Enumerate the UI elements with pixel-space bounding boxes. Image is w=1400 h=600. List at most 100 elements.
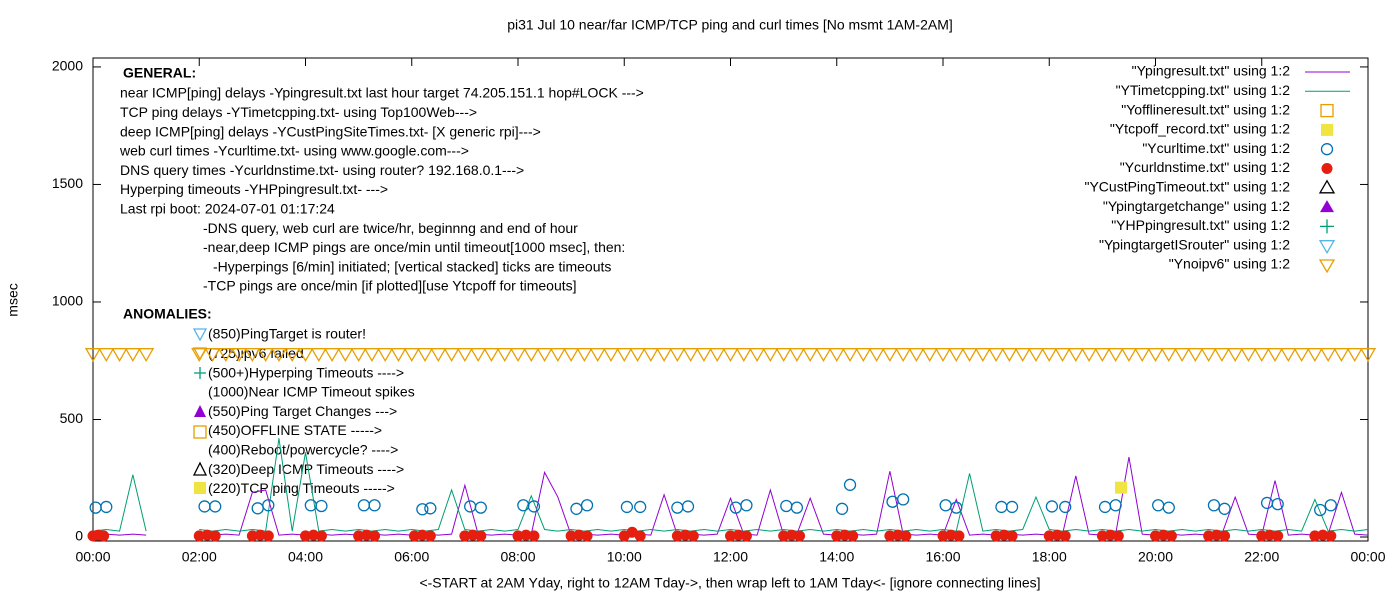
point [740, 499, 753, 512]
point [193, 530, 205, 542]
point [580, 499, 594, 512]
point [1005, 500, 1019, 514]
point [1264, 529, 1276, 541]
point [709, 348, 726, 362]
point [790, 501, 804, 514]
x-tick-label: 14:00 [819, 549, 854, 565]
series-line [92, 474, 147, 532]
point [323, 348, 341, 362]
point [815, 348, 832, 362]
point [191, 348, 208, 362]
point [1320, 348, 1337, 362]
point [1041, 348, 1058, 362]
point [1162, 501, 1175, 514]
point [368, 499, 381, 512]
point [424, 502, 437, 515]
point [424, 530, 436, 542]
point [1027, 348, 1045, 362]
point [1271, 497, 1284, 511]
point [204, 348, 221, 362]
point [430, 348, 447, 362]
point [100, 500, 113, 514]
point [921, 348, 938, 362]
point [1114, 481, 1127, 494]
point [520, 529, 532, 541]
point [843, 478, 857, 491]
point [1160, 348, 1177, 362]
point [549, 348, 566, 362]
point [270, 348, 288, 362]
y-tick-label: 0 [75, 528, 83, 544]
point [868, 348, 885, 362]
point [1080, 348, 1098, 362]
point [892, 529, 904, 541]
point [1213, 348, 1231, 362]
x-tick-label: 22:00 [1244, 549, 1279, 565]
point [1359, 348, 1377, 362]
legend-label: "Ynoipv6" using 1:2 [1169, 256, 1290, 272]
point [1203, 530, 1215, 542]
annotation: -TCP pings are once/min [if plotted][use… [203, 278, 577, 294]
legend-swatch [1318, 179, 1336, 194]
point [262, 499, 275, 512]
point [1120, 348, 1138, 362]
annotation: (1000)Near ICMP Timeout spikes [208, 384, 415, 400]
point [124, 348, 141, 362]
point [337, 348, 354, 362]
point [1253, 348, 1270, 362]
point [369, 530, 381, 542]
point [416, 503, 429, 516]
point [1211, 529, 1223, 541]
point [900, 530, 912, 542]
point [1293, 348, 1310, 362]
annotation: TCP ping delays -YTimetcpping.txt- using… [120, 104, 477, 120]
point [1134, 348, 1151, 362]
point [1067, 348, 1084, 362]
point [315, 499, 328, 513]
legend-swatch [1321, 123, 1333, 136]
point [475, 530, 487, 542]
point [1227, 348, 1244, 362]
annotation: (450)OFFLINE STATE -----> [208, 422, 382, 438]
point [629, 348, 646, 362]
point [1280, 348, 1297, 362]
point [483, 348, 500, 362]
point [839, 529, 851, 541]
point [307, 529, 319, 541]
point [682, 348, 699, 362]
point [802, 348, 819, 362]
point [1157, 529, 1169, 541]
point [1173, 348, 1191, 362]
legend-swatch [1320, 103, 1334, 118]
legend-label: "YpingtargetISrouter" using 1:2 [1099, 236, 1290, 252]
point [1306, 348, 1324, 362]
point [390, 348, 407, 362]
point [284, 348, 301, 362]
point [953, 530, 965, 542]
point [990, 530, 1002, 542]
annotation: (220)TCP ping Timeouts -----> [208, 480, 395, 496]
x-tick-label: 12:00 [713, 549, 748, 565]
point [934, 348, 952, 362]
annotation: (850)PingTarget is router! [208, 326, 366, 342]
point [456, 348, 474, 362]
legend-label: "Ypingresult.txt" using 1:2 [1132, 63, 1291, 79]
annotation: -near,deep ICMP pings are once/min until… [203, 239, 625, 255]
legend-swatch [1320, 200, 1334, 213]
point [1094, 348, 1111, 362]
point [1314, 503, 1327, 517]
point [361, 529, 373, 541]
point [408, 530, 420, 542]
point [581, 530, 593, 542]
icon [192, 461, 208, 476]
point [1054, 348, 1071, 362]
point [137, 348, 155, 362]
point [209, 500, 222, 513]
point [523, 348, 540, 362]
point [315, 530, 327, 542]
x-tick-label: 16:00 [925, 549, 960, 565]
point [616, 348, 633, 362]
point [775, 348, 792, 362]
point [841, 348, 859, 362]
point [1324, 499, 1337, 512]
